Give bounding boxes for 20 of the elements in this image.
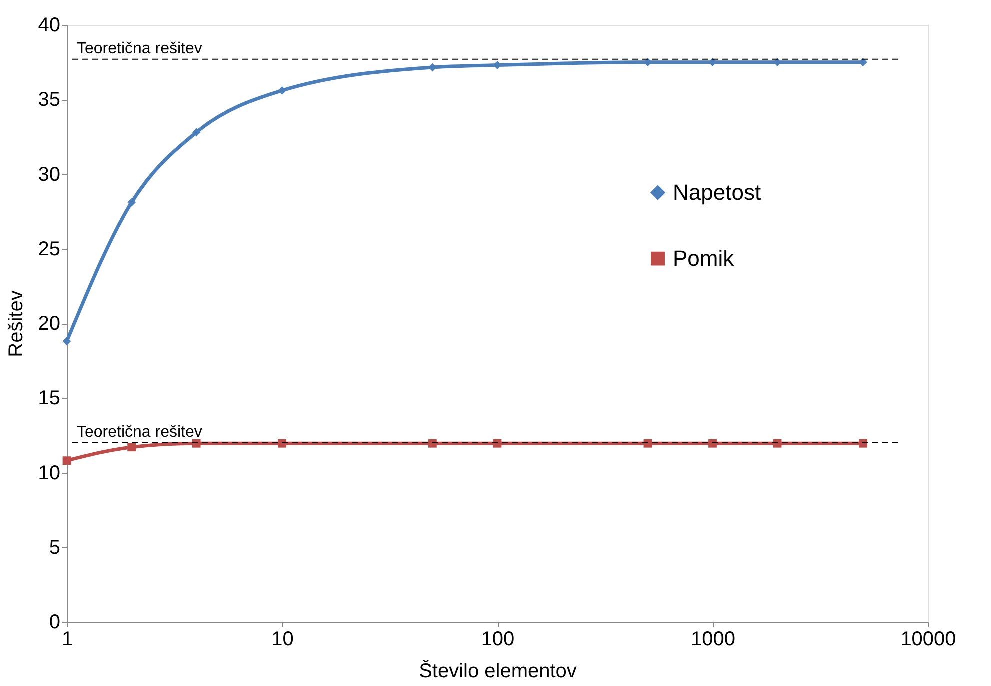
y-tick-label: 15 [38, 388, 60, 410]
legend-label: Pomik [673, 246, 736, 271]
x-tick-label: 1 [62, 628, 74, 650]
x-tick-label: 10 [272, 628, 294, 650]
y-tick-label: 30 [38, 164, 60, 186]
y-tick-label: 10 [38, 462, 60, 484]
y-tick-label: 25 [38, 238, 60, 260]
legend-label: Napetost [673, 180, 762, 205]
y-tick-label: 5 [49, 536, 60, 559]
x-tick-label: 100 [481, 628, 515, 650]
x-axis-title: Število elementov [419, 660, 577, 682]
y-tick-label: 0 [49, 612, 60, 634]
ref-line-label: Teoretična rešitev [77, 40, 202, 58]
ref-line-label: Teoretična rešitev [77, 424, 202, 441]
y-axis-title: Rešitev [5, 290, 28, 358]
y-tick-label: 40 [38, 14, 60, 36]
y-tick-label: 20 [38, 313, 60, 335]
y-tick-label: 35 [38, 89, 60, 112]
x-tick-label: 10000 [900, 628, 956, 650]
x-tick-label: 1000 [691, 628, 736, 650]
